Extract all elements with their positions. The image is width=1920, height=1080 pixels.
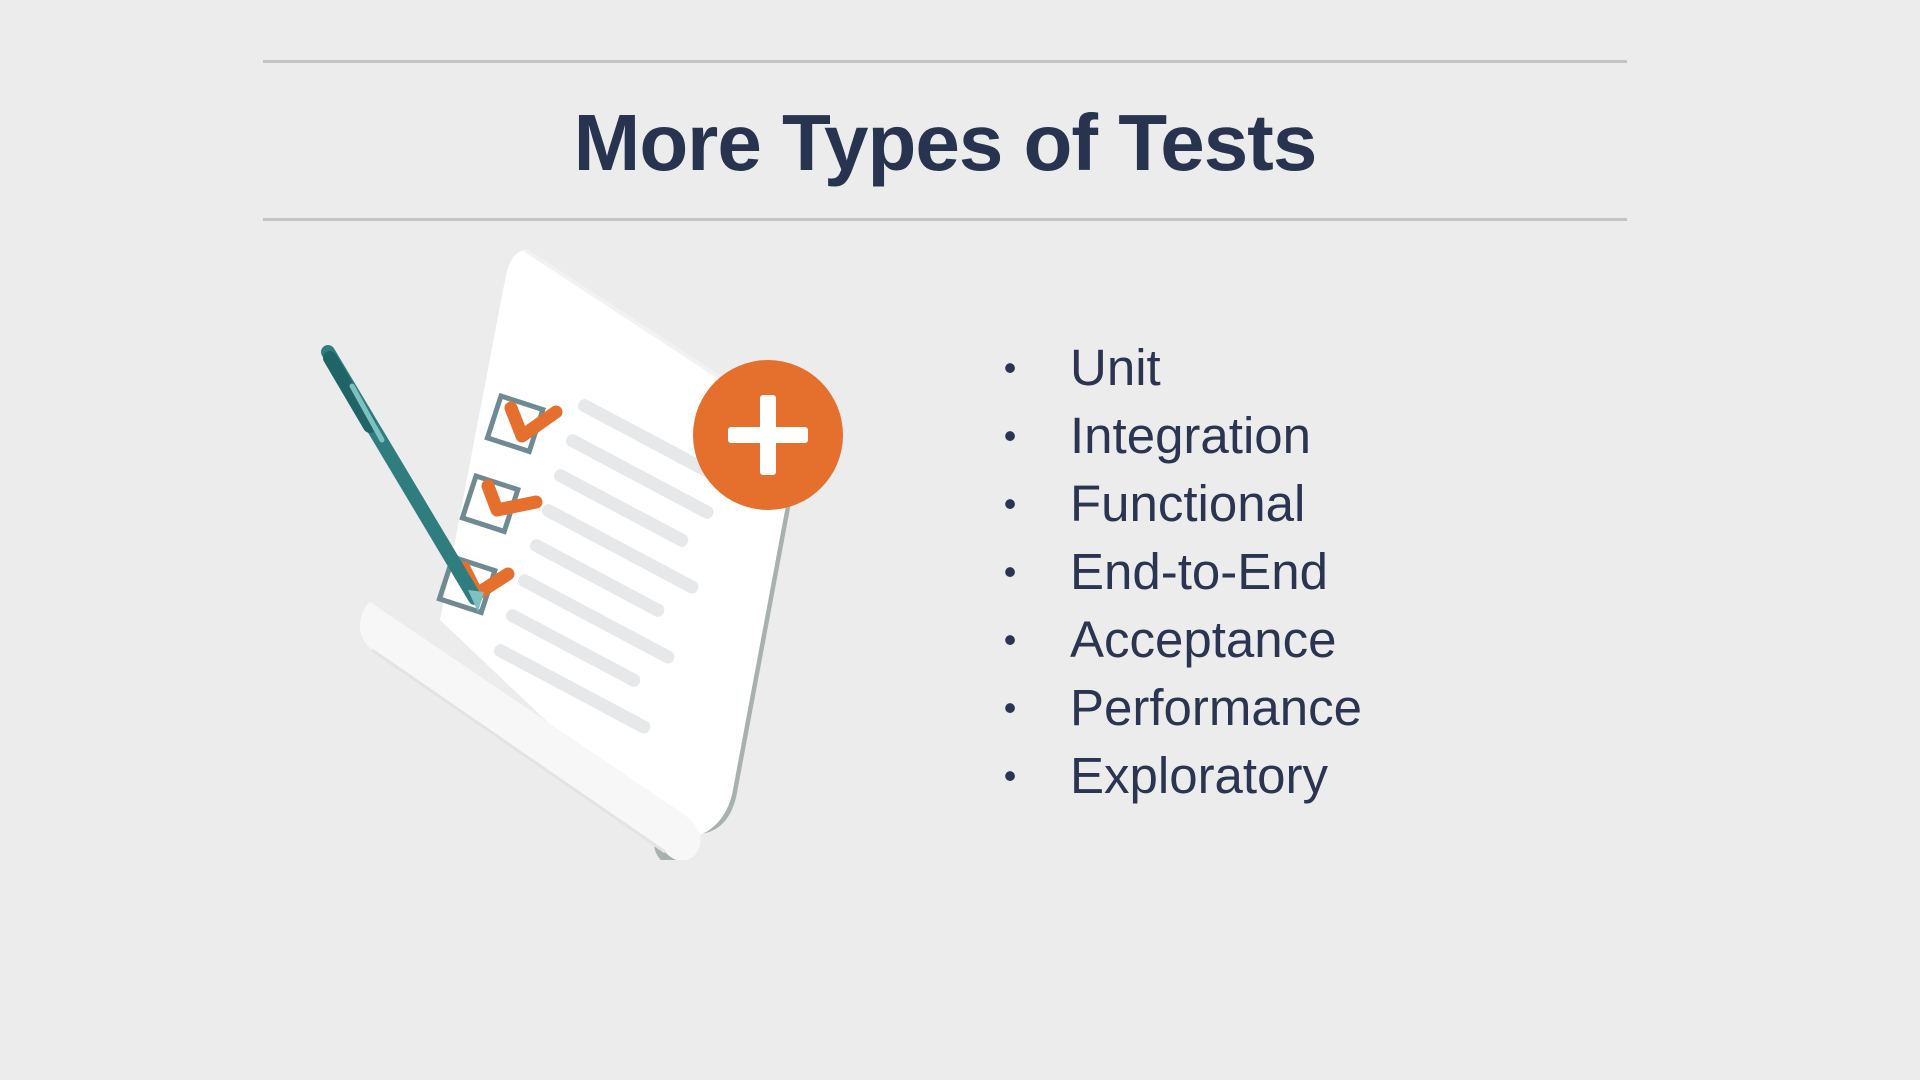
list-item-label: Acceptance	[1070, 611, 1337, 668]
list-item: • Integration	[1000, 402, 1362, 470]
list-item: • Acceptance	[1000, 606, 1362, 674]
bullet: •	[1003, 755, 1017, 796]
bullet: •	[1003, 347, 1017, 388]
list-item: • Unit	[1000, 334, 1362, 402]
text-lines	[494, 399, 714, 734]
list-item-label: Integration	[1070, 407, 1312, 464]
list-item-label: End-to-End	[1070, 543, 1328, 600]
top-divider	[263, 60, 1627, 63]
bullet: •	[1003, 415, 1017, 456]
pen-icon	[321, 345, 484, 612]
test-types-list: • Unit • Integration • Functional • End-…	[1000, 334, 1362, 810]
plus-circle-icon	[693, 360, 843, 510]
list-item-label: Performance	[1070, 679, 1362, 736]
list-item: • Performance	[1000, 674, 1362, 742]
list-item-label: Exploratory	[1070, 747, 1328, 804]
list-item: • Functional	[1000, 470, 1362, 538]
bullet: •	[1003, 619, 1017, 660]
bullet: •	[1003, 551, 1017, 592]
bullet: •	[1003, 483, 1017, 524]
bullet: •	[1003, 687, 1017, 728]
slide-title: More Types of Tests	[573, 98, 1318, 187]
bottom-divider	[263, 218, 1627, 221]
list-item: • Exploratory	[1000, 742, 1362, 810]
checklist-paper-icon	[360, 248, 805, 860]
checklist-illustration	[321, 248, 843, 860]
list-item: • End-to-End	[1000, 538, 1362, 606]
list-item-label: Unit	[1070, 339, 1161, 396]
list-item-label: Functional	[1070, 475, 1306, 532]
